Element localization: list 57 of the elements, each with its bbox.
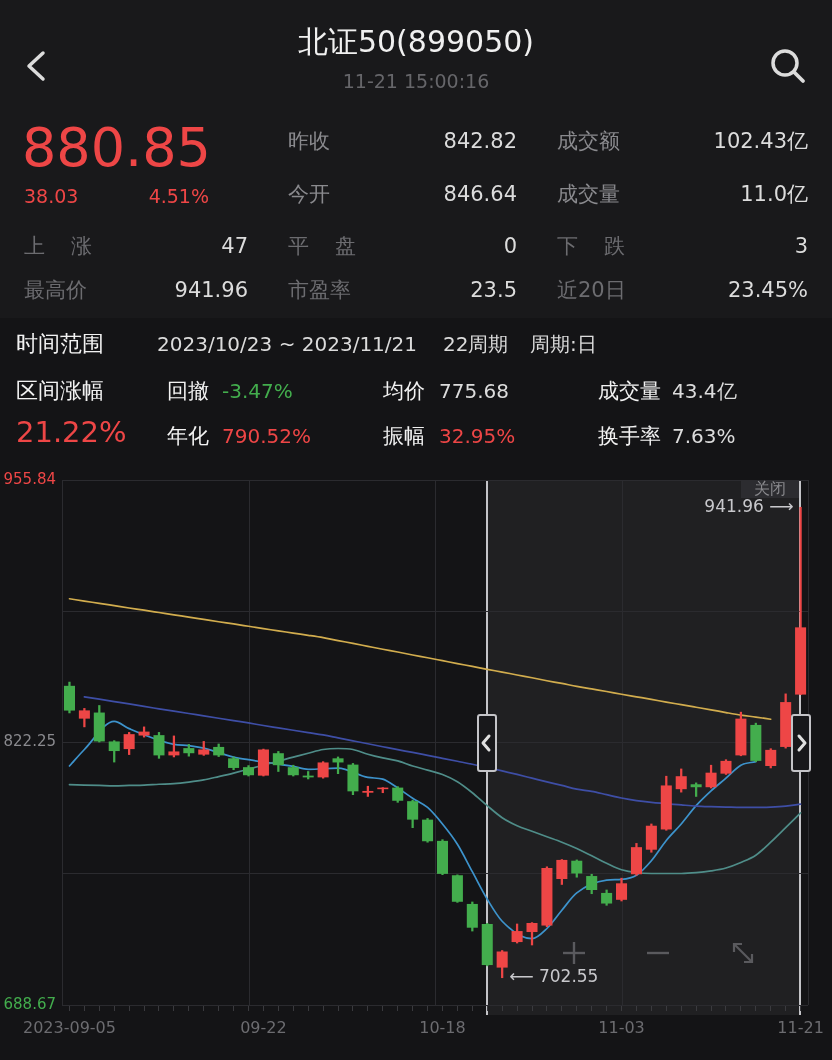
text: 回撤 <box>167 378 209 404</box>
y-tick-label: 688.67 <box>3 994 56 1013</box>
text: 今开 <box>288 181 330 207</box>
text: 市盈率 <box>288 277 351 303</box>
text: 3 <box>794 233 808 259</box>
text: 23.45% <box>727 277 808 303</box>
annotation: ⟵ 702.55 <box>509 966 599 987</box>
text: 上涨 <box>24 233 92 259</box>
text: 11-21 15:00:16 <box>341 70 491 93</box>
text: 38.03 <box>24 185 79 208</box>
text: 平盘 <box>288 233 356 259</box>
text: 区间涨幅 <box>16 378 104 404</box>
text: 21.22% <box>16 415 127 450</box>
text: 下跌 <box>557 233 625 259</box>
text: 最高价 <box>24 277 87 303</box>
text: 102.43亿 <box>713 128 808 154</box>
text: 换手率 <box>598 423 661 449</box>
close-button: 关闭 <box>741 480 799 498</box>
text: 846.64 <box>443 181 517 207</box>
text: 时间范围 <box>16 331 104 357</box>
text: 近20日 <box>557 277 626 303</box>
x-tick-label: 2023-09-05 <box>22 1017 116 1037</box>
line-series <box>68 597 772 721</box>
text: 842.82 <box>443 128 517 154</box>
text: 775.68 <box>439 378 509 403</box>
text: 年化 <box>167 423 209 449</box>
text: -3.47% <box>222 378 293 403</box>
text: 32.95% <box>439 423 516 448</box>
text: 790.52% <box>222 423 311 448</box>
y-tick-label: 955.84 <box>3 469 56 488</box>
text: 880.85 <box>22 115 211 180</box>
text: 43.4亿 <box>672 378 737 403</box>
x-tick-label: 10-18 <box>419 1017 466 1037</box>
text: 4.51% <box>148 185 209 208</box>
text: 22周期 <box>443 331 509 356</box>
text: 成交量 <box>557 181 620 207</box>
text: 成交额 <box>557 128 620 154</box>
line-series <box>83 695 802 809</box>
x-tick-label: 11-21 <box>777 1017 824 1037</box>
text: 941.96 <box>174 277 248 303</box>
text: 昨收 <box>288 128 330 154</box>
annotation: 941.96 ⟶ <box>704 495 794 516</box>
text: 7.63% <box>672 423 736 448</box>
text: 11.0亿 <box>740 181 808 207</box>
text: 成交量 <box>598 378 661 404</box>
text: 23.5 <box>470 277 517 303</box>
text: 周期:日 <box>530 331 597 356</box>
x-tick-label: 09-22 <box>240 1017 287 1037</box>
x-tick-label: 11-03 <box>598 1017 645 1037</box>
text: 北证50(899050) <box>296 23 536 60</box>
line-series <box>68 747 802 875</box>
text: 均价 <box>383 378 425 404</box>
text: 振幅 <box>383 423 425 449</box>
text: 2023/10/23 ~ 2023/11/21 <box>157 331 418 356</box>
y-tick-label: 822.25 <box>3 732 56 751</box>
text: 0 <box>503 233 517 259</box>
text: 47 <box>221 233 248 259</box>
